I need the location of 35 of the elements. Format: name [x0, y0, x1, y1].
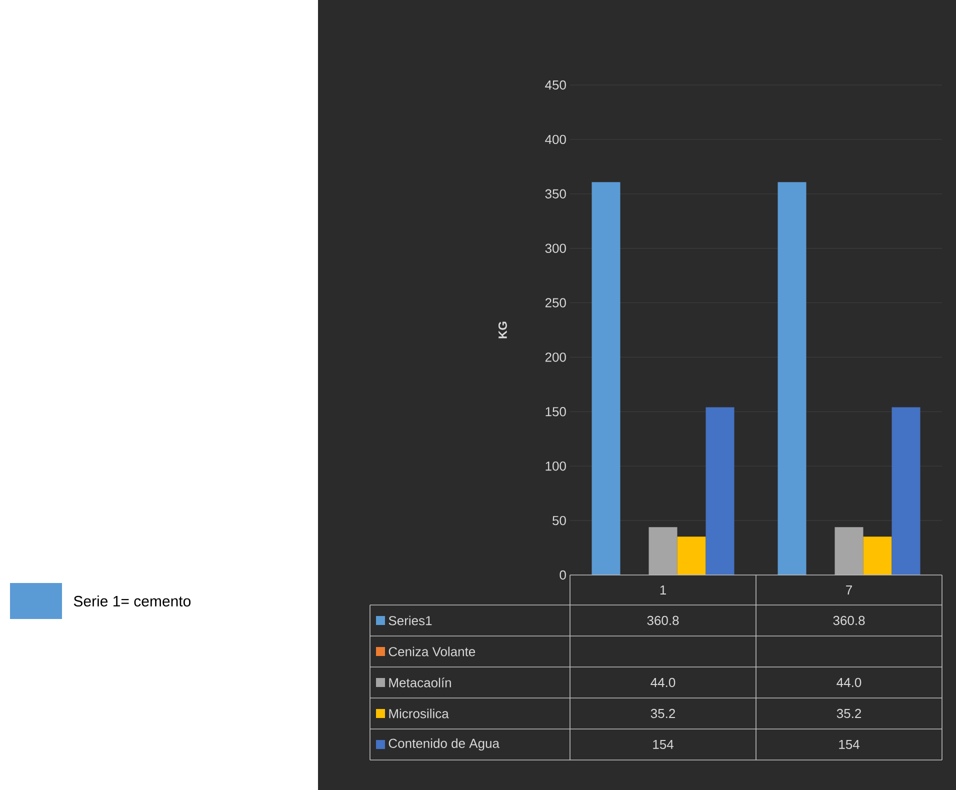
data-label: 154	[653, 740, 674, 750]
bar	[863, 536, 892, 575]
legend-label: Series1	[388, 616, 432, 626]
bar	[892, 407, 920, 575]
text: Serie 1= cemento	[74, 595, 191, 606]
x-tick-label: 1	[660, 586, 666, 594]
y-tick-label: 200	[545, 352, 566, 362]
data-label: 360.8	[647, 616, 679, 626]
legend-label: Metacaolín	[389, 678, 451, 688]
bar	[706, 407, 734, 575]
bar	[677, 536, 706, 575]
data-label: 154	[839, 740, 860, 750]
data-label: 35.2	[650, 708, 675, 718]
y-tick-label: 100	[546, 462, 566, 471]
bar	[834, 527, 864, 575]
bar	[592, 182, 620, 575]
data-label: 360.8	[833, 616, 865, 626]
bar	[648, 527, 678, 575]
legend-label: Microsilica	[389, 708, 449, 718]
data-label: 44.0	[650, 678, 676, 688]
y-tick-label: 350	[545, 189, 566, 198]
bar	[778, 182, 806, 575]
y-tick-label: 50	[552, 516, 566, 526]
y-axis-title: KG	[498, 322, 507, 338]
x-tick-label: 7	[846, 586, 852, 594]
y-tick-label: 0	[560, 570, 566, 580]
y-tick-label: 450	[545, 80, 566, 90]
data-label: 35.2	[836, 708, 861, 718]
legend-label: Contenido de Agua	[388, 738, 500, 751]
legend-label: Ceniza Volante	[388, 646, 476, 656]
data-label: 44.0	[836, 678, 862, 688]
y-tick-label: 400	[545, 134, 566, 144]
y-tick-label: 150	[546, 407, 566, 416]
y-tick-label: 250	[545, 298, 566, 308]
y-tick-label: 300	[545, 244, 566, 253]
